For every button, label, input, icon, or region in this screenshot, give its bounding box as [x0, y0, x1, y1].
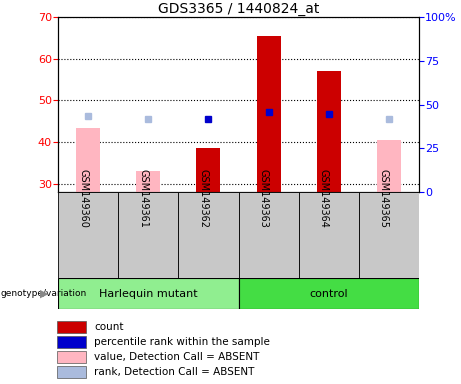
Bar: [57, 321, 86, 333]
Bar: [57, 336, 86, 348]
Title: GDS3365 / 1440824_at: GDS3365 / 1440824_at: [158, 2, 319, 16]
Bar: [136, 171, 160, 192]
Bar: [257, 36, 281, 192]
Bar: [359, 192, 419, 278]
Text: GSM149361: GSM149361: [138, 169, 148, 228]
Bar: [238, 192, 299, 278]
Text: GSM149360: GSM149360: [78, 169, 88, 228]
Bar: [299, 192, 359, 278]
Text: Harlequin mutant: Harlequin mutant: [99, 289, 198, 299]
Text: percentile rank within the sample: percentile rank within the sample: [94, 337, 270, 347]
Bar: [196, 148, 220, 192]
Bar: [57, 351, 86, 363]
Text: value, Detection Call = ABSENT: value, Detection Call = ABSENT: [94, 352, 260, 362]
Text: GSM149363: GSM149363: [259, 169, 269, 228]
Text: GSM149362: GSM149362: [198, 169, 208, 228]
Bar: [317, 71, 341, 192]
Text: rank, Detection Call = ABSENT: rank, Detection Call = ABSENT: [94, 367, 254, 377]
Text: ▶: ▶: [40, 289, 49, 299]
Text: GSM149365: GSM149365: [379, 169, 389, 228]
Bar: [58, 278, 238, 309]
Text: genotype/variation: genotype/variation: [1, 289, 87, 298]
Bar: [377, 140, 401, 192]
Text: count: count: [94, 322, 124, 332]
Bar: [238, 278, 419, 309]
Bar: [118, 192, 178, 278]
Bar: [76, 127, 100, 192]
Bar: [58, 192, 118, 278]
Bar: [178, 192, 238, 278]
Bar: [57, 366, 86, 378]
Text: control: control: [309, 289, 348, 299]
Text: GSM149364: GSM149364: [319, 169, 329, 228]
